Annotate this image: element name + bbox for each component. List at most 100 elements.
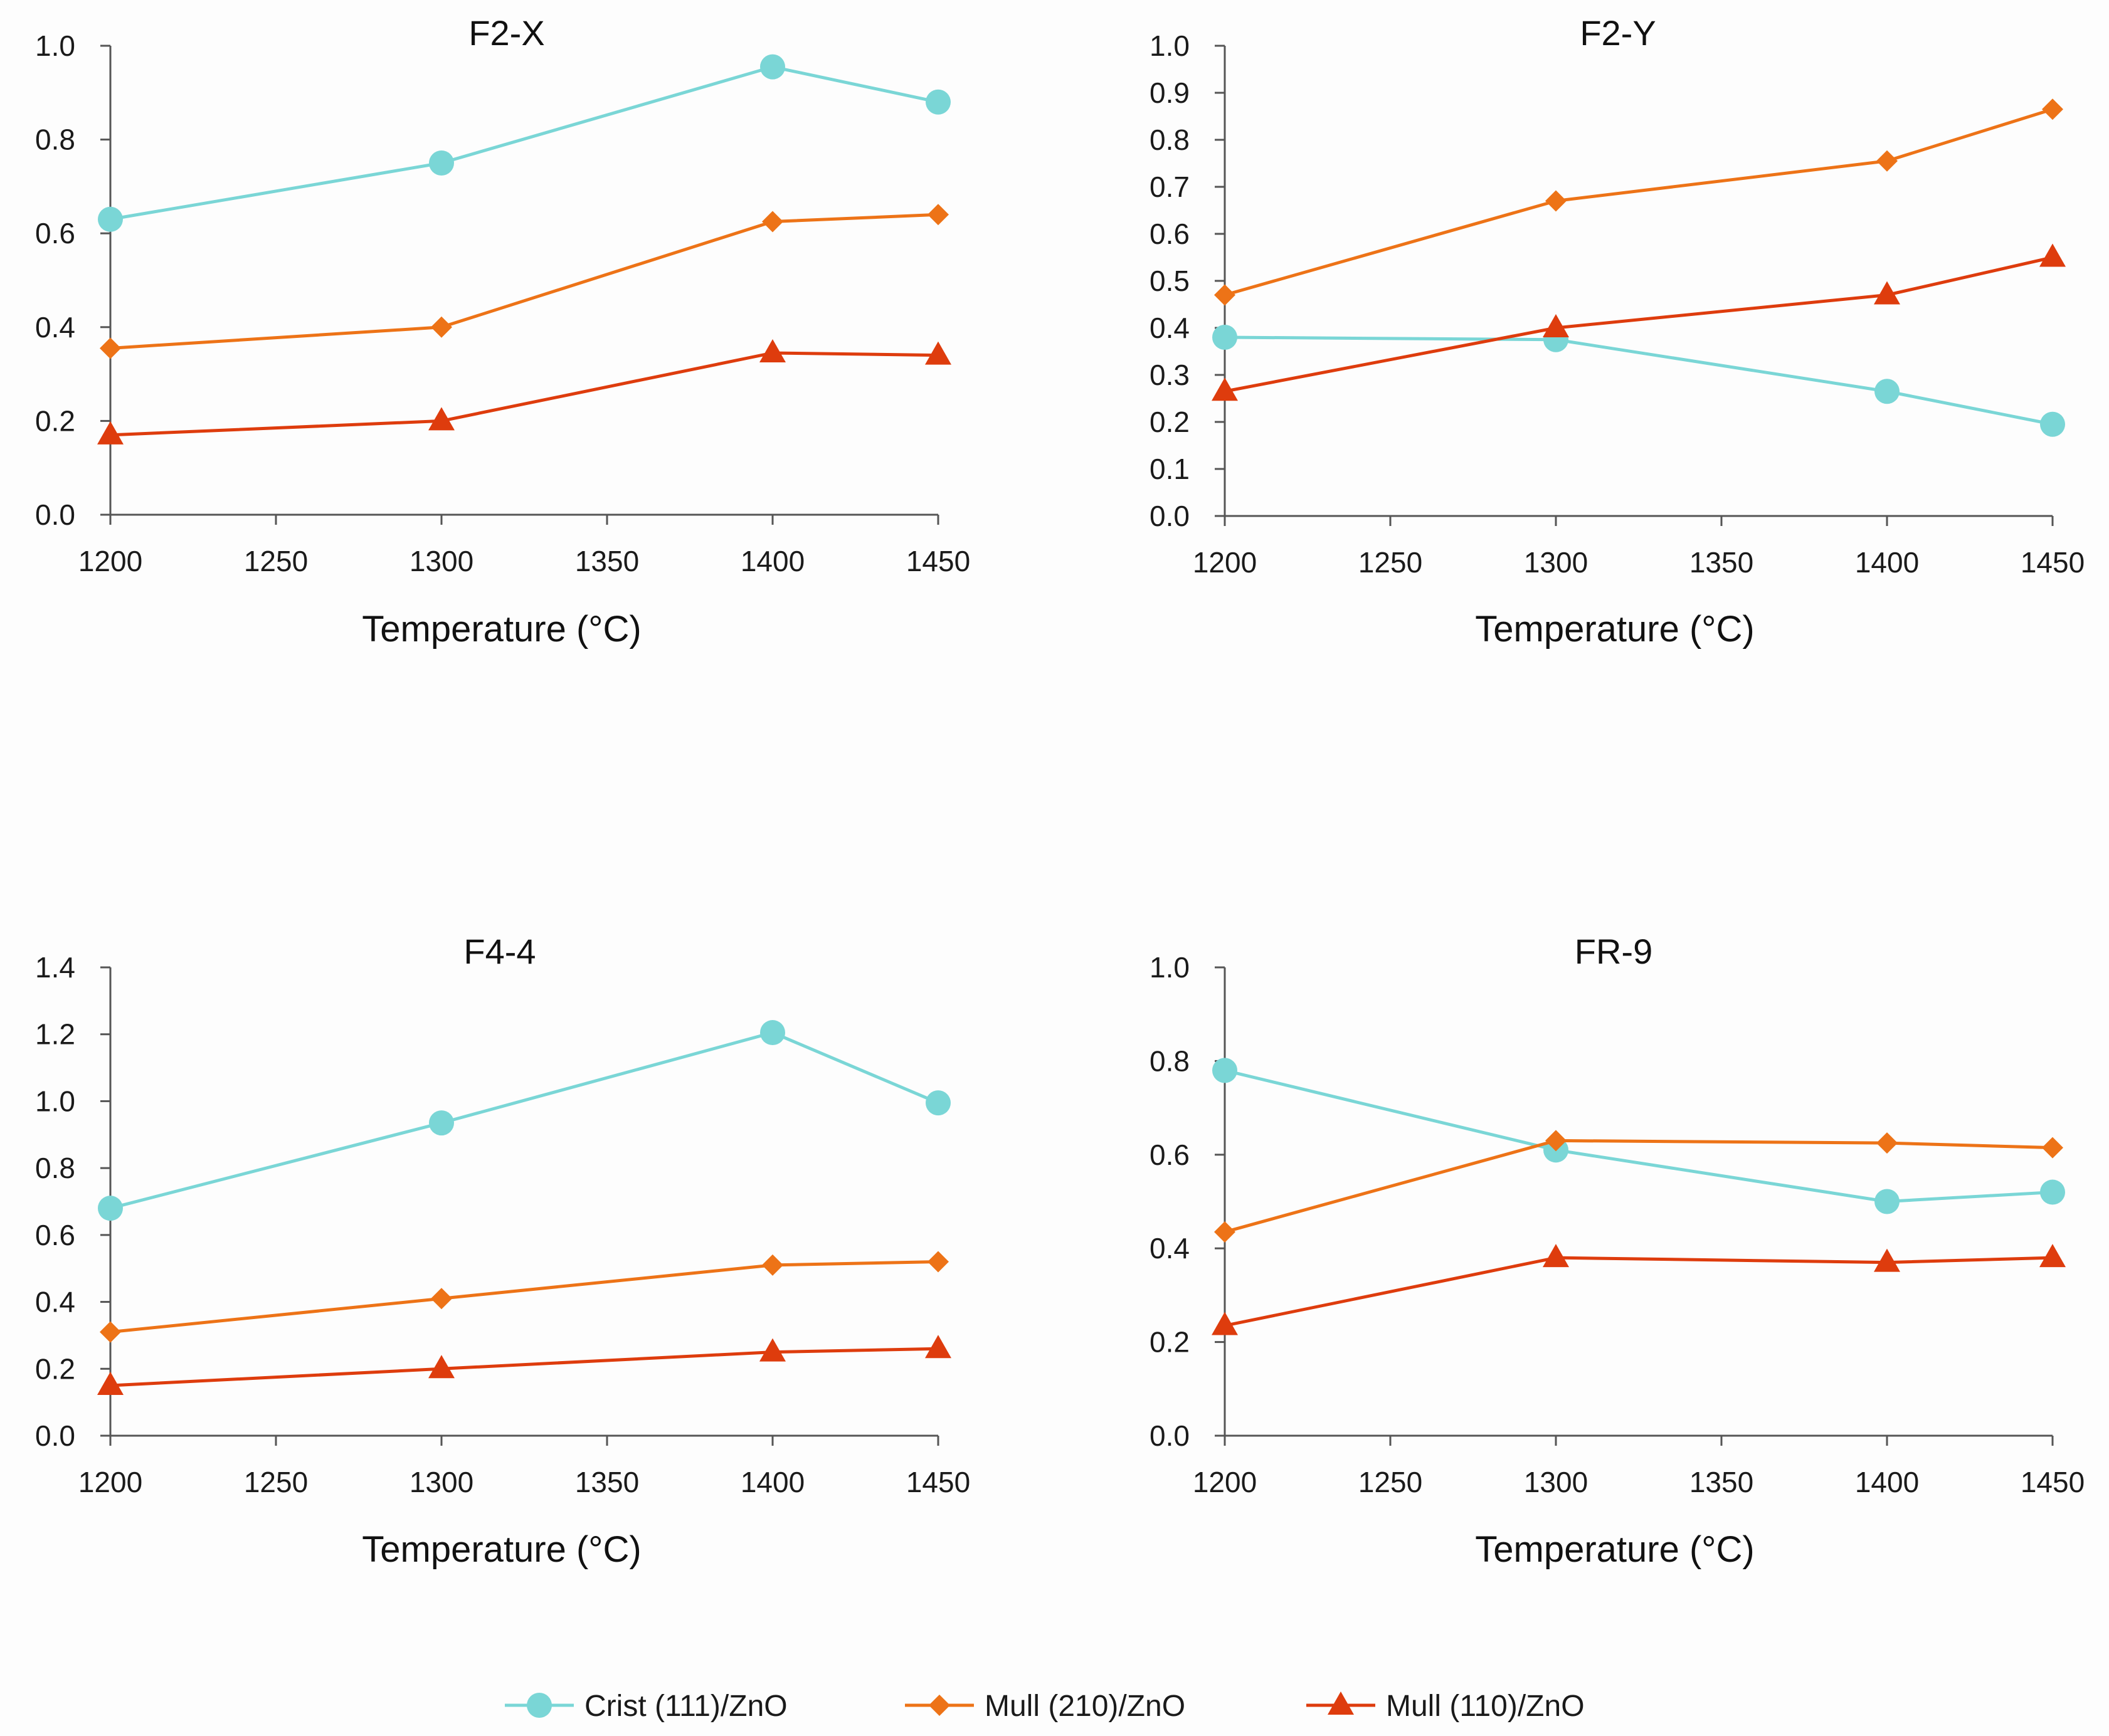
x-tick-label: 1450 (906, 1466, 970, 1498)
panel-title: F4-4 (463, 932, 536, 971)
x-tick-label: 1350 (575, 1466, 639, 1498)
y-tick-label: 0.4 (1150, 312, 1190, 344)
chart-panel-f2-x: F2-X Temperature (°C) 0.0 0.2 0.4 0.6 0.8 1.0… (35, 13, 970, 650)
circle-marker (926, 89, 951, 115)
y-tick-label: 0.9 (1150, 76, 1190, 109)
triangle-marker (428, 1355, 455, 1379)
y-tick-label: 0.2 (35, 404, 75, 437)
series-line (1224, 335, 2053, 426)
diamond-marker (431, 316, 452, 338)
circle-marker (2040, 411, 2065, 437)
y-tick-label: 0.2 (1150, 406, 1190, 438)
x-tick-label: 1400 (1855, 546, 1919, 579)
circle-marker (1874, 379, 1900, 404)
x-tick-label: 1300 (410, 545, 473, 577)
x-tick-label: 1300 (1524, 1466, 1588, 1498)
x-tick-label: 1350 (1689, 1466, 1753, 1498)
y-tick-label: 0.8 (35, 124, 75, 156)
legend-item-mull-110: Mull (110)/ZnO (1306, 1690, 1585, 1723)
series-circle (98, 1020, 951, 1221)
triangle-marker (1874, 281, 1900, 305)
y-tick-label: 0.7 (1150, 171, 1190, 203)
x-tick-label: 1200 (1193, 1466, 1257, 1498)
y-tick-label: 0.5 (1150, 265, 1190, 297)
panel-title: F2-X (468, 13, 544, 53)
chart-panel-f4-4: F4-4 Temperature (°C) 0.0 0.2 0.4 0.6 0.8 1.0… (35, 932, 970, 1570)
chart-panel-f2-y: F2-Y Temperature (°C) 0.0 0.1 0.2 0.3 0.4 0.5… (1150, 13, 2085, 650)
series-line (1224, 1139, 2053, 1234)
series-circle (98, 54, 951, 232)
diamond-marker (762, 211, 783, 233)
triangle-marker (97, 1371, 124, 1395)
series-line (1224, 256, 2053, 393)
diamond-marker-icon (929, 1695, 950, 1716)
y-tick-label: 0.2 (35, 1352, 75, 1385)
x-axis-label: Temperature (°C) (362, 1529, 641, 1570)
x-tick-label: 1250 (1358, 1466, 1422, 1498)
series-line (110, 1347, 939, 1387)
x-tick-label: 1250 (1358, 546, 1422, 579)
series-triangle (97, 339, 951, 445)
panel-title: F2-Y (1580, 13, 1656, 53)
x-tick-label: 1250 (244, 545, 308, 577)
triangle-marker (97, 421, 124, 445)
circle-marker (1212, 325, 1237, 350)
diamond-marker (2042, 1137, 2063, 1159)
y-tick-label: 0.0 (1150, 500, 1190, 532)
y-tick-label: 0.3 (1150, 359, 1190, 391)
x-tick-label: 1300 (410, 1466, 473, 1498)
triangle-marker-icon (1328, 1691, 1354, 1715)
triangle-marker (925, 1335, 951, 1359)
circle-marker (98, 1196, 123, 1221)
x-axis-label: Temperature (°C) (362, 609, 641, 650)
triangle-marker (1543, 314, 1569, 337)
series-triangle (1212, 1244, 2066, 1335)
circle-marker (1874, 1189, 1900, 1214)
triangle-marker (1874, 1248, 1900, 1272)
y-tick-label: 0.4 (35, 1286, 75, 1318)
x-tick-label: 1350 (575, 545, 639, 577)
y-tick-label: 1.0 (35, 1085, 75, 1117)
y-tick-label: 0.6 (35, 1219, 75, 1251)
series-line (1224, 107, 2053, 297)
y-tick-label: 0.0 (35, 498, 75, 531)
x-tick-label: 1400 (741, 545, 805, 577)
x-tick-label: 1450 (906, 545, 970, 577)
y-tick-label: 0.1 (1150, 453, 1190, 485)
circle-marker (760, 54, 785, 80)
circle-marker-icon (527, 1693, 552, 1718)
diamond-marker (1214, 1221, 1235, 1243)
legend-label: Mull (210)/ZnO (985, 1690, 1185, 1723)
y-tick-label: 1.2 (35, 1018, 75, 1051)
series-triangle (97, 1335, 951, 1395)
legend-label: Mull (110)/ZnO (1386, 1690, 1585, 1723)
circle-marker (527, 1693, 552, 1718)
x-tick-label: 1200 (78, 545, 142, 577)
series-circle (1212, 325, 2065, 437)
chart-panel-fr-9: FR-9 Temperature (°C) 0.0 0.2 0.4 0.6 0.8 1.0… (1150, 932, 2085, 1570)
x-tick-label: 1400 (1855, 1466, 1919, 1498)
x-axis-label: Temperature (°C) (1475, 1529, 1754, 1570)
series-diamond (100, 1251, 949, 1343)
y-tick-label: 0.0 (1150, 1419, 1190, 1452)
circle-marker (2040, 1179, 2065, 1205)
circle-marker (760, 1020, 785, 1046)
triangle-marker (2039, 1244, 2066, 1268)
x-tick-label: 1350 (1689, 546, 1753, 579)
circle-marker (926, 1090, 951, 1116)
diamond-marker (100, 1321, 121, 1343)
y-tick-label: 1.0 (1150, 951, 1190, 984)
y-tick-label: 0.6 (1150, 1139, 1190, 1171)
y-tick-label: 1.4 (35, 951, 75, 984)
x-axis-label: Temperature (°C) (1475, 609, 1754, 650)
diamond-marker (1876, 150, 1898, 172)
y-tick-label: 1.0 (1150, 29, 1190, 62)
y-tick-label: 0.2 (1150, 1326, 1190, 1359)
diamond-marker (431, 1288, 452, 1310)
diamond-marker (928, 1251, 949, 1273)
diamond-marker (1214, 284, 1235, 306)
x-tick-label: 1200 (78, 1466, 142, 1498)
series-line (110, 1031, 939, 1210)
x-tick-label: 1300 (1524, 546, 1588, 579)
